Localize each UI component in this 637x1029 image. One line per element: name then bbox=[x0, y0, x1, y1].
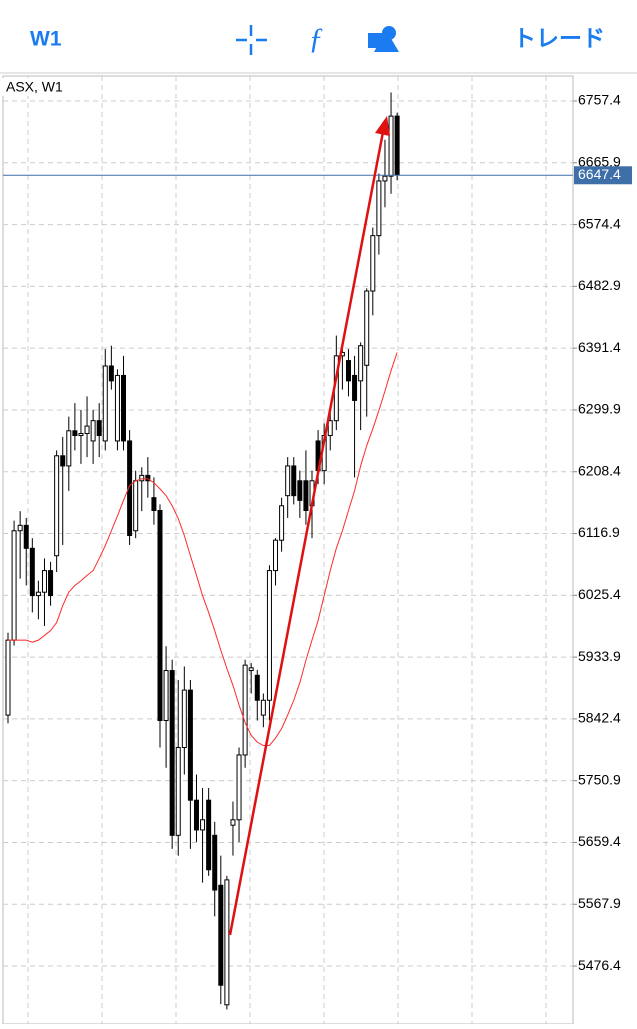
candle-body bbox=[291, 465, 297, 497]
candle-body bbox=[345, 360, 351, 382]
candle-body bbox=[388, 115, 394, 177]
candle-body bbox=[370, 235, 376, 292]
candle-body bbox=[303, 480, 309, 511]
candle-body bbox=[102, 365, 108, 442]
candle-body bbox=[78, 433, 84, 437]
chart-title: ASX, W1 bbox=[6, 79, 63, 95]
y-tick-label: 6208.4 bbox=[578, 462, 621, 478]
candle-body bbox=[11, 530, 17, 641]
candle-body bbox=[181, 689, 187, 749]
candle-body bbox=[108, 365, 114, 382]
candle-body bbox=[96, 420, 102, 437]
candle-body bbox=[266, 570, 272, 701]
candle-body bbox=[230, 819, 236, 826]
candle-body bbox=[60, 455, 66, 467]
candle-body bbox=[352, 374, 358, 401]
candle-body bbox=[242, 664, 248, 756]
last-price-bg bbox=[574, 166, 632, 185]
moving-average bbox=[8, 352, 398, 747]
y-tick-label: 5842.4 bbox=[578, 710, 621, 726]
candle-body bbox=[41, 570, 47, 593]
candle-body bbox=[29, 547, 35, 597]
candle-body bbox=[169, 670, 175, 836]
candle-body bbox=[254, 674, 260, 701]
candle-body bbox=[218, 884, 224, 986]
candle-body bbox=[394, 115, 400, 176]
plot bbox=[3, 92, 577, 1010]
candle-body bbox=[358, 345, 364, 382]
candle-body bbox=[66, 430, 72, 467]
candle-body bbox=[260, 699, 266, 716]
candle-body bbox=[297, 480, 303, 501]
candle-body bbox=[84, 425, 90, 435]
y-tick-label: 5659.4 bbox=[578, 833, 621, 849]
y-tick-label: 6116.9 bbox=[578, 524, 620, 540]
title-bg bbox=[0, 78, 72, 96]
candle-body bbox=[187, 689, 193, 801]
candle-body bbox=[364, 290, 370, 366]
candle-body bbox=[121, 374, 127, 442]
candle-body bbox=[139, 474, 145, 482]
candle-body bbox=[236, 754, 242, 821]
candle-body bbox=[48, 570, 54, 597]
candle-body bbox=[206, 799, 212, 871]
y-tick-label: 6574.4 bbox=[578, 215, 621, 231]
indicator-icon[interactable]: ƒ bbox=[309, 22, 324, 55]
last-price-label: 6647.4 bbox=[578, 166, 621, 182]
candle-body bbox=[273, 539, 279, 572]
y-tick-label: 6025.4 bbox=[578, 586, 621, 602]
crosshair-icon[interactable] bbox=[236, 25, 267, 55]
candle-body bbox=[376, 180, 382, 237]
y-tick-label: 6391.4 bbox=[578, 339, 621, 355]
candle-body bbox=[327, 420, 333, 437]
timeframe-button[interactable]: W1 bbox=[30, 28, 62, 51]
candle-body bbox=[212, 834, 218, 891]
candle-body bbox=[175, 747, 181, 836]
y-tick-label: 6482.9 bbox=[578, 277, 621, 293]
y-tick-label: 6299.9 bbox=[578, 401, 621, 417]
trade-button[interactable]: トレード bbox=[513, 25, 605, 51]
candle-body bbox=[5, 639, 11, 716]
candle-body bbox=[35, 591, 41, 597]
candle-body bbox=[285, 465, 291, 497]
y-tick-label: 5567.9 bbox=[578, 895, 621, 911]
candle-body bbox=[151, 497, 157, 511]
candle-body bbox=[224, 879, 230, 1006]
y-tick-label: 6757.4 bbox=[578, 92, 621, 108]
candle-body bbox=[72, 430, 78, 437]
toolbar bbox=[0, 0, 637, 72]
candle-body bbox=[90, 420, 96, 442]
candle-body bbox=[54, 455, 60, 557]
candle-body bbox=[279, 505, 285, 541]
candle-body bbox=[133, 480, 139, 532]
candle-body bbox=[23, 524, 29, 549]
candle-body bbox=[163, 670, 169, 722]
plot-frame bbox=[2, 75, 574, 1025]
candle-body bbox=[200, 819, 206, 831]
y-tick-label: 5933.9 bbox=[578, 648, 621, 664]
y-tick-label: 5476.4 bbox=[578, 957, 621, 973]
trend-arrow bbox=[228, 116, 390, 936]
candle-body bbox=[382, 175, 388, 182]
candle-body bbox=[114, 374, 120, 442]
candle-body bbox=[157, 509, 163, 722]
candle-body bbox=[193, 799, 199, 831]
objects-icon[interactable] bbox=[368, 26, 399, 52]
candle-body bbox=[248, 667, 254, 672]
y-tick-label: 6665.9 bbox=[578, 153, 621, 169]
y-tick-label: 5750.9 bbox=[578, 771, 621, 787]
time-grid bbox=[27, 76, 547, 1024]
candle-body bbox=[17, 524, 23, 532]
candle-body bbox=[145, 474, 151, 482]
candle-body bbox=[127, 440, 133, 536]
